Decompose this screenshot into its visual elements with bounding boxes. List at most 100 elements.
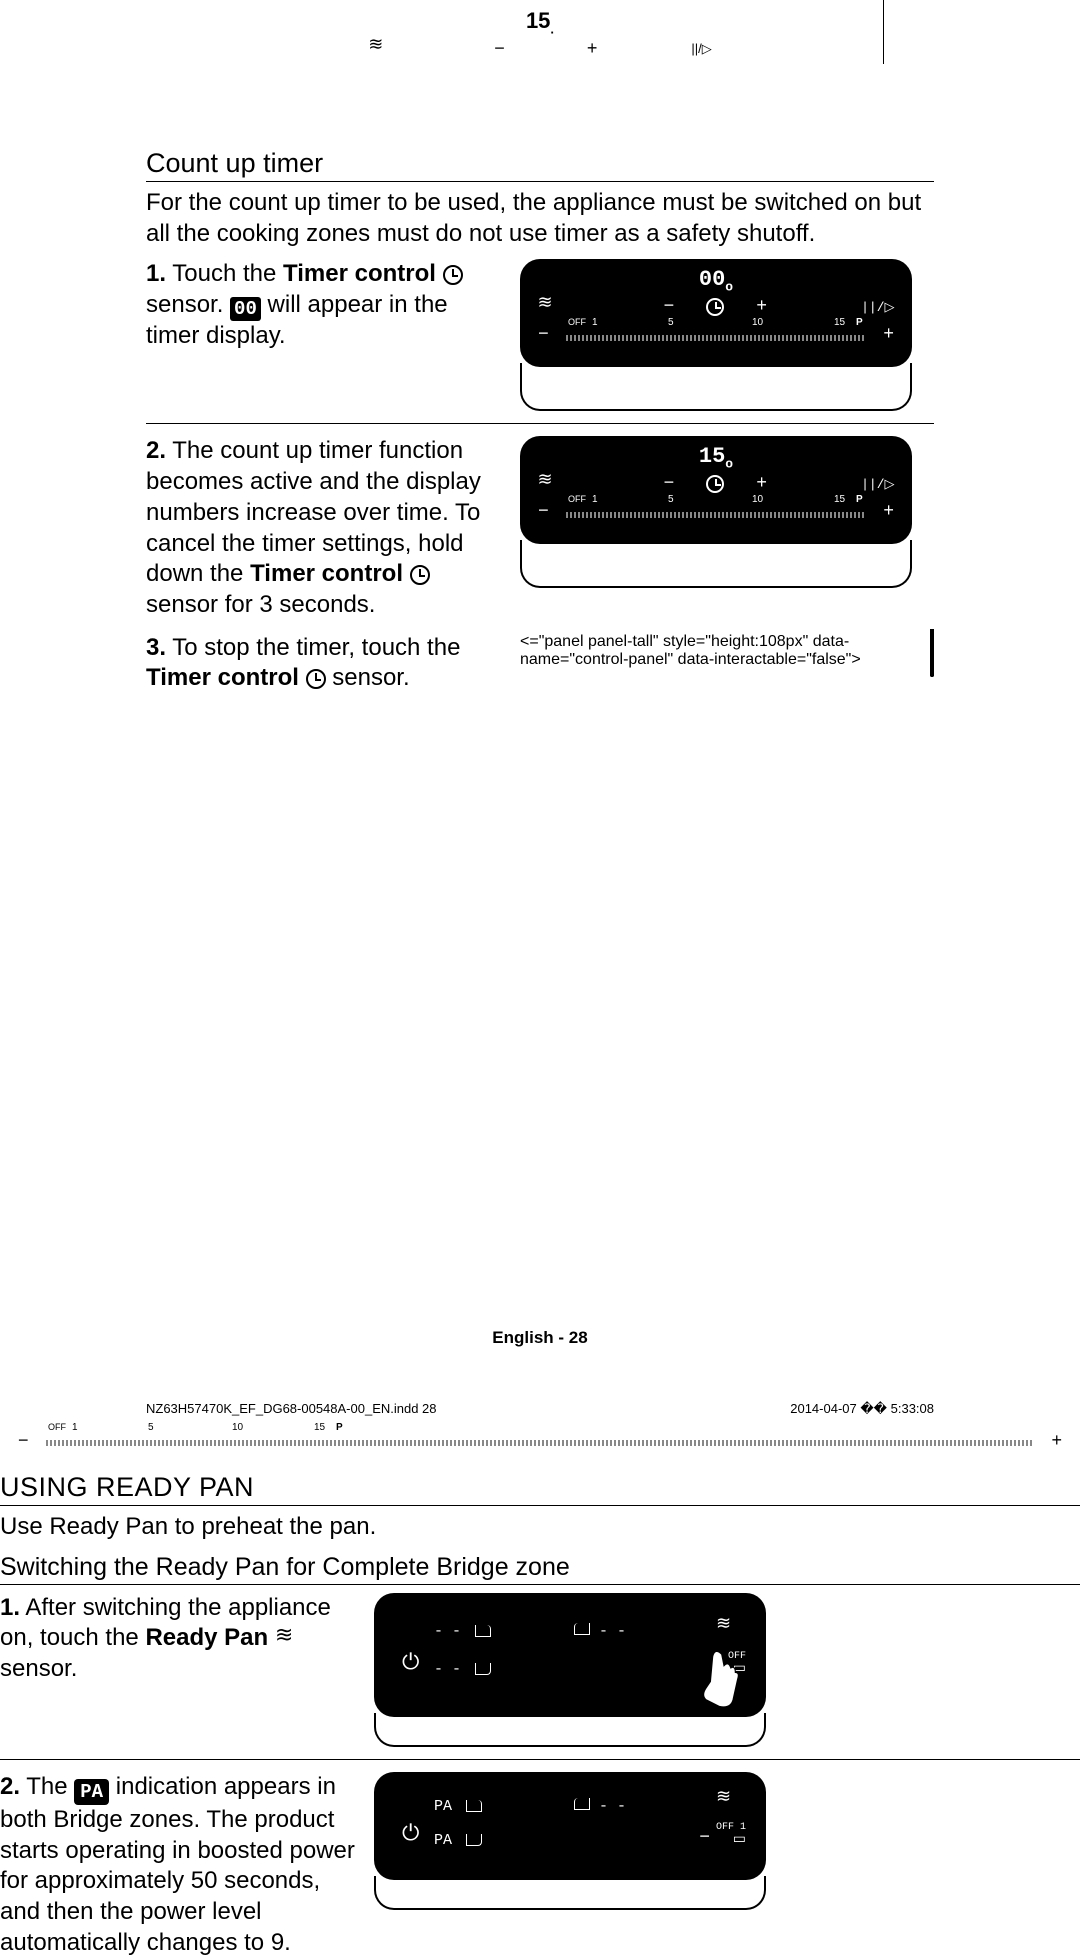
slider-label: OFF	[568, 317, 586, 327]
panel-illustration: 00o − + ||/▷ − OFF 1 5 10 15	[520, 259, 912, 411]
slider-label: 15	[834, 317, 845, 328]
slider-: 1	[592, 494, 598, 505]
ready-pan-icon	[716, 1621, 738, 1635]
timer-display: 15o	[699, 444, 733, 471]
panel-base	[930, 629, 934, 677]
step-row: 2. The count up timer function becomes a…	[146, 436, 934, 620]
display-icon: 00	[230, 297, 261, 321]
power-slider: − OFF 1 5 10 15 P +	[18, 1426, 1062, 1454]
zone-row: - -	[574, 1798, 626, 1815]
bold-text: Ready Pan	[145, 1624, 268, 1651]
minus-icon: −	[538, 325, 549, 345]
timer-icon	[706, 298, 724, 316]
page: Count up timer For the count up timer to…	[0, 0, 1080, 1472]
zone-row: - -	[574, 1623, 626, 1640]
slider-label: 1	[592, 317, 598, 328]
minus-icon: −	[494, 38, 505, 59]
plus-icon: +	[587, 38, 598, 59]
text: Touch the	[172, 260, 283, 287]
divider	[0, 1759, 1080, 1760]
off-label: OFF 1▭	[716, 1822, 746, 1848]
minus-icon: −	[663, 297, 674, 317]
page-footer: English - 28	[0, 1328, 1080, 1348]
control-row: − + ||/▷	[520, 297, 912, 317]
step-text: 2. The count up timer function becomes a…	[146, 436, 502, 620]
step-row: 2. The PA indication appears in both Bri…	[0, 1772, 1080, 1959]
page-number: 28	[569, 1328, 588, 1347]
zone-display: - -	[599, 1798, 626, 1815]
timer-icon	[443, 265, 463, 285]
panel-illustration: ⏻ PA PA - - − OFF 1▭	[374, 1772, 766, 1910]
text: The	[26, 1773, 74, 1800]
pause-play-icon: ||/▷	[861, 477, 894, 492]
timer-icon	[306, 669, 326, 689]
text: sensor.	[0, 1655, 77, 1682]
zone-row: - -	[434, 1623, 491, 1640]
slider-track	[566, 335, 866, 341]
step-row: 1. After switching the appliance on, tou…	[0, 1593, 1080, 1747]
power-slider: − OFF 1 5 10 15 P +	[538, 321, 894, 349]
plus-icon: +	[883, 325, 894, 345]
power-slider: − OFF 1 5 10 15 P +	[538, 498, 894, 526]
grill-icon	[537, 300, 559, 314]
panel-illustration: <="panel panel-tall" style="height:108px…	[520, 633, 912, 669]
step-number: 2.	[146, 437, 166, 464]
bold-text: Timer control	[250, 560, 403, 587]
hand-icon	[690, 1643, 758, 1711]
panel-illustration: ⏻ - - - - - - OFF▭	[374, 1593, 766, 1747]
zone-icon	[574, 1798, 590, 1810]
panel-base	[374, 1713, 766, 1747]
step-number: 3.	[146, 634, 166, 661]
zone-icon	[466, 1834, 482, 1846]
slider-label: OFF	[568, 494, 586, 504]
step-text: 1. After switching the appliance on, tou…	[0, 1593, 356, 1685]
ready-pan-icon	[716, 1794, 738, 1808]
panel-illustration: 15o − + ||/▷ − OFF 1 5 10 15	[520, 436, 912, 588]
zone-row: PA	[434, 1832, 482, 1849]
minus-icon: −	[538, 502, 549, 522]
divider	[146, 423, 934, 424]
timer-display: 00o	[699, 267, 733, 294]
text: sensor.	[326, 664, 410, 691]
plus-icon: +	[883, 502, 894, 522]
section-title: USING READY PAN	[0, 1472, 1080, 1506]
grill-icon	[537, 477, 559, 491]
zone-icon	[466, 1800, 482, 1812]
minus-icon: −	[699, 1828, 710, 1848]
print-mark: NZ63H57470K_EF_DG68-00548A-00_EN.indd 28…	[146, 1401, 934, 1417]
timer-icon	[706, 475, 724, 493]
control-panel: ⏻ - - - - - - OFF▭	[374, 1593, 766, 1717]
text: indication appears in both Bridge zones.…	[0, 1773, 355, 1956]
display-icon: PA	[74, 1779, 109, 1805]
timer-display: 15.	[526, 8, 554, 36]
step-text: 2. The PA indication appears in both Bri…	[0, 1772, 356, 1959]
pause-play-icon: ||/▷	[861, 300, 894, 315]
timer-icon	[537, 40, 555, 58]
zone-icon	[574, 1623, 590, 1635]
zone-row: PA	[434, 1798, 482, 1815]
file-name: NZ63H57470K_EF_DG68-00548A-00_EN.indd 28	[146, 1401, 437, 1417]
step-text: 1. Touch the Timer control sensor. 00 wi…	[146, 259, 502, 352]
panel-base	[520, 363, 912, 411]
zone-display: - -	[434, 1623, 461, 1640]
plus-icon: +	[756, 474, 767, 494]
zone-display: PA	[434, 1832, 452, 1849]
zone-display: PA	[434, 1798, 452, 1815]
zone-display: - -	[599, 1623, 626, 1640]
section-title: Count up timer	[146, 148, 934, 182]
bold-text: Timer control	[146, 664, 299, 691]
minus-icon: −	[663, 474, 674, 494]
bold-text: Timer control	[283, 260, 436, 287]
control-row: − + ||/▷	[520, 474, 912, 494]
plus-icon: +	[756, 297, 767, 317]
power-icon: ⏻	[402, 1651, 419, 1676]
step-row: 1. Touch the Timer control sensor. 00 wi…	[146, 259, 934, 411]
control-row: − + ||/▷	[0, 38, 1080, 59]
text: To stop the timer, touch the	[172, 634, 460, 661]
panel-base	[520, 540, 912, 588]
ready-pan-icon	[275, 1631, 301, 1647]
step-number: 1.	[0, 1594, 20, 1621]
print-date: 2014-04-07 �� 5:33:08	[790, 1401, 934, 1417]
step-text: 3. To stop the timer, touch the Timer co…	[146, 633, 502, 694]
control-panel: 00o − + ||/▷ − OFF 1 5 10 15	[520, 259, 912, 367]
